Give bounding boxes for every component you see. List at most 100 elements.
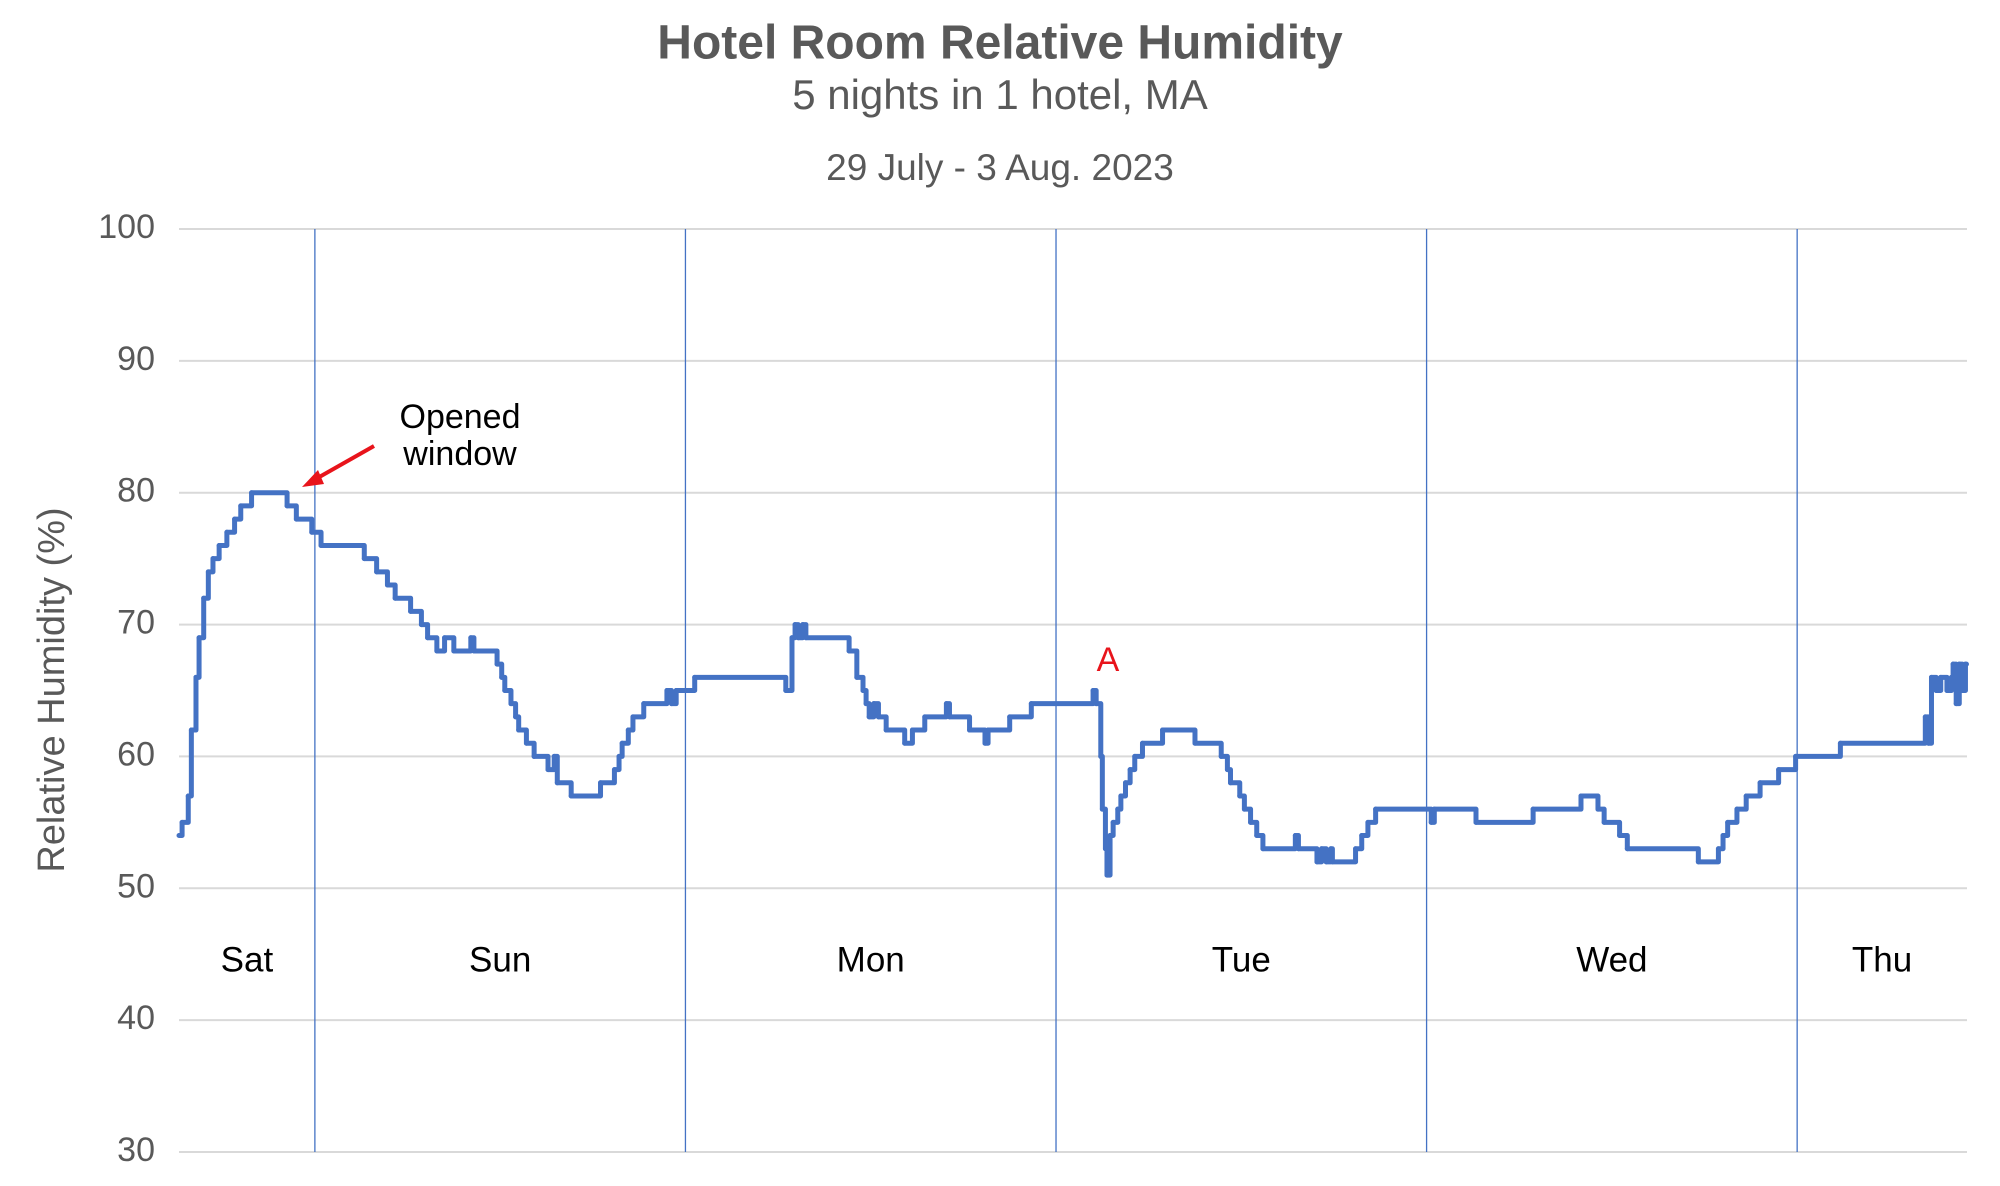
line-segment (619, 727, 631, 746)
line-segment (249, 490, 290, 509)
line-segment (664, 688, 675, 707)
line-segment (1260, 833, 1298, 852)
date-range: 29 July - 3 Aug. 2023 (826, 147, 1174, 188)
line-segment (1192, 740, 1224, 759)
line-segment (789, 622, 798, 641)
line-segment (1743, 780, 1763, 799)
line-segment (384, 582, 398, 601)
line-segment (176, 819, 185, 839)
line-segment (946, 714, 973, 733)
line-segment (442, 635, 457, 654)
line-segment (866, 701, 877, 720)
line-segment (502, 688, 514, 707)
line-segment (418, 622, 431, 641)
line-segment (1473, 806, 1536, 825)
line-segment (1227, 780, 1243, 799)
line-segment (554, 780, 574, 799)
line-segment (1118, 780, 1128, 799)
line-segment (1218, 753, 1230, 773)
day-label: Thu (1852, 940, 1912, 979)
line-segment (1104, 833, 1113, 878)
line-segment (673, 674, 698, 693)
line-segment (1127, 753, 1138, 773)
line-segment (692, 674, 789, 693)
line-segment (967, 727, 988, 746)
line-segment (451, 635, 474, 654)
line-segment (598, 767, 617, 786)
line-segment (1329, 846, 1359, 865)
line-segment (792, 622, 801, 641)
line-segment (1373, 806, 1434, 825)
line-segment (361, 556, 380, 575)
line-segment (1295, 846, 1320, 865)
y-tick-label: 90 (117, 340, 155, 378)
line-segment (1734, 793, 1749, 812)
line-segment (293, 516, 315, 535)
line-segment (1123, 767, 1133, 786)
line-segment (499, 674, 508, 693)
line-segment (1431, 806, 1479, 825)
line-segment (205, 556, 216, 575)
plot-area (176, 490, 1969, 878)
line-segment (1359, 819, 1371, 839)
line-segment (854, 674, 866, 693)
line-segment (1099, 806, 1108, 852)
line-segment (408, 608, 424, 628)
line-segment (846, 648, 860, 680)
line-segment (1224, 767, 1233, 786)
line-segment (616, 740, 625, 759)
line-segment (374, 569, 390, 588)
line-segment (1776, 753, 1799, 773)
day-label: Sun (469, 940, 531, 979)
line-segment (795, 622, 806, 641)
line-segment (883, 727, 908, 746)
line-segment (1110, 806, 1121, 825)
line-segment (982, 727, 991, 746)
day-label: Tue (1212, 940, 1271, 979)
line-segment (1949, 661, 1956, 680)
line-segment (201, 569, 211, 601)
line-segment (216, 529, 230, 548)
line-segment (392, 595, 414, 614)
line-segment (1959, 661, 1968, 693)
line-segment (1695, 846, 1721, 865)
line-segment (1720, 819, 1731, 839)
line-segment (193, 635, 202, 680)
line-segment (863, 701, 872, 720)
line-segment (1950, 661, 1959, 707)
line-segment (803, 635, 852, 654)
y-tick-label: 60 (117, 735, 155, 773)
line-segment (551, 753, 560, 786)
line-segment (625, 714, 636, 733)
line-segment (1595, 806, 1607, 825)
line-segment (1115, 793, 1124, 812)
line-segment (185, 727, 194, 799)
line-segment (545, 753, 557, 773)
line-segment (1757, 767, 1782, 786)
line-segment (985, 714, 1013, 733)
line-segment (1160, 727, 1198, 746)
y-tick-label: 40 (117, 999, 155, 1037)
line-segment (1725, 806, 1740, 825)
line-segment (425, 635, 440, 654)
line-segment (1793, 740, 1843, 759)
line-segment (1098, 753, 1105, 812)
grid: 30 40 50 60 70 80 90 100 Sat Sun Mon Tue Wed Thu (98, 208, 1967, 1169)
line-segment (1328, 846, 1335, 865)
line-segment (1956, 661, 1965, 693)
line-segment (309, 529, 324, 548)
line-segment (783, 635, 795, 693)
line-segment (630, 701, 647, 720)
line-segment (471, 648, 500, 667)
line-segment (1953, 661, 1962, 707)
annotation-text: window (402, 435, 517, 473)
y-tick-label: 50 (117, 867, 155, 905)
line-segment (1093, 701, 1104, 759)
line-segment (1139, 727, 1166, 746)
annotation-label: A (1097, 641, 1120, 679)
line-segment (284, 503, 299, 522)
line-segment (1028, 688, 1096, 707)
day-label: Mon (837, 940, 905, 979)
